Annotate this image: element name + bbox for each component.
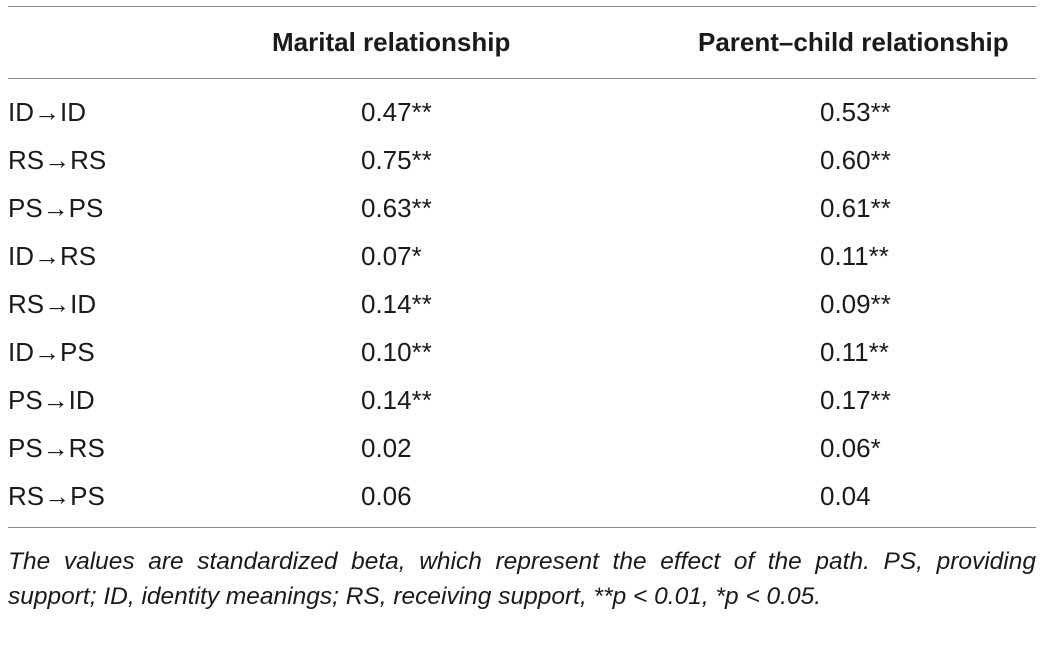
table-row: PS→RS 0.02 0.06* (0, 432, 1044, 480)
path-cell: ID→RS (8, 241, 97, 271)
header-parent-child-relationship: Parent–child relationship (698, 27, 1009, 57)
table-footnote: The values are standardized beta, which … (8, 548, 1036, 610)
path-cell: ID→PS (8, 337, 95, 367)
table-row: ID→PS 0.10** 0.11** (0, 336, 1044, 384)
path-cell: RS→PS (8, 481, 105, 511)
marital-value-cell: 0.63** (361, 193, 432, 223)
path-cell: RS→RS (8, 145, 107, 175)
marital-value-cell: 0.02 (361, 433, 412, 463)
table-row: PS→ID 0.14** 0.17** (0, 384, 1044, 432)
table-row: ID→ID 0.47** 0.53** (0, 96, 1044, 144)
parent-child-value-cell: 0.06* (820, 433, 881, 463)
path-cell: ID→ID (8, 97, 86, 127)
header-marital-relationship: Marital relationship (272, 27, 511, 57)
parent-child-value-cell: 0.60** (820, 145, 891, 175)
path-cell: PS→RS (8, 433, 105, 463)
table-header-rule (8, 78, 1036, 79)
table-row: RS→PS 0.06 0.04 (0, 480, 1044, 528)
table-row: RS→RS 0.75** 0.60** (0, 144, 1044, 192)
marital-value-cell: 0.07* (361, 241, 422, 271)
marital-value-cell: 0.06 (361, 481, 412, 511)
parent-child-value-cell: 0.11** (820, 337, 889, 367)
table-row: PS→PS 0.63** 0.61** (0, 192, 1044, 240)
parent-child-value-cell: 0.09** (820, 289, 891, 319)
parent-child-value-cell: 0.04 (820, 481, 871, 511)
parent-child-value-cell: 0.53** (820, 97, 891, 127)
marital-value-cell: 0.75** (361, 145, 432, 175)
marital-value-cell: 0.47** (361, 97, 432, 127)
marital-value-cell: 0.14** (361, 385, 432, 415)
parent-child-value-cell: 0.61** (820, 193, 891, 223)
marital-value-cell: 0.10** (361, 337, 432, 367)
table-top-rule (8, 6, 1036, 7)
path-cell: RS→ID (8, 289, 97, 319)
parent-child-value-cell: 0.11** (820, 241, 889, 271)
table-row: RS→ID 0.14** 0.09** (0, 288, 1044, 336)
path-cell: PS→ID (8, 385, 95, 415)
table-bottom-rule (8, 527, 1036, 528)
marital-value-cell: 0.14** (361, 289, 432, 319)
parent-child-value-cell: 0.17** (820, 385, 891, 415)
path-cell: PS→PS (8, 193, 104, 223)
table-row: ID→RS 0.07* 0.11** (0, 240, 1044, 288)
